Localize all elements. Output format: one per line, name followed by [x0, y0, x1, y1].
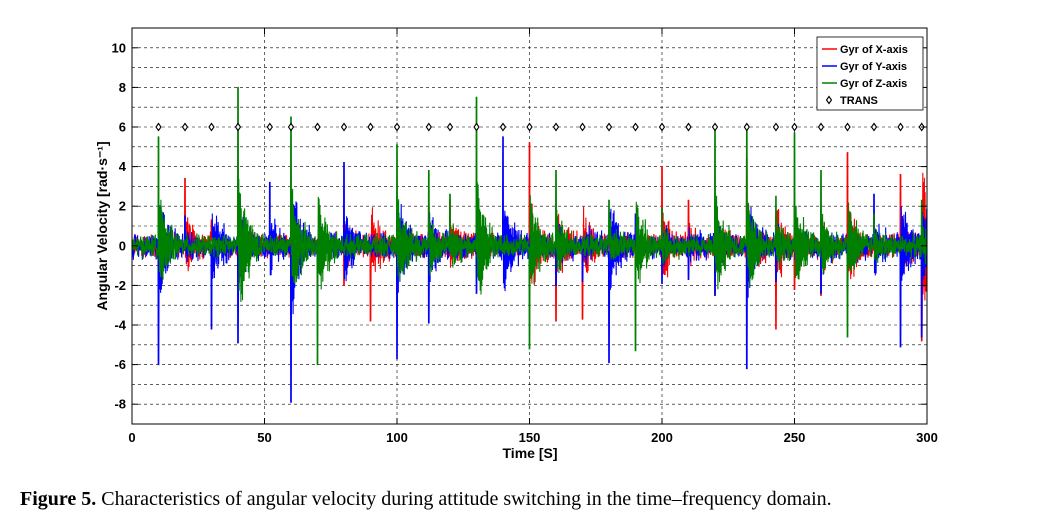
trans-marker — [181, 122, 189, 132]
trans-marker — [499, 122, 507, 132]
legend-label-4: TRANS — [840, 95, 878, 107]
legend-swatch-trans — [825, 95, 833, 105]
x-tick-label: 150 — [519, 430, 541, 445]
trans-markers — [155, 122, 925, 132]
trans-marker — [425, 122, 432, 132]
x-tick-label: 100 — [386, 430, 408, 445]
series-line-3 — [132, 86, 927, 366]
y-tick-label: -6 — [114, 357, 126, 372]
legend-label-3: Gyr of Z-axis — [840, 78, 907, 90]
x-tick-label: 50 — [257, 430, 271, 445]
axis-ticks: 0 50 100 150 200 250 300 -8 -6 -4 -2 0 2 4 6 8 10 — [112, 28, 938, 445]
trans-marker — [446, 122, 454, 132]
legend-label-2: Gyr of Y-axis — [840, 61, 907, 73]
trans-marker — [844, 122, 851, 132]
x-tick-label: 250 — [784, 430, 806, 445]
trans-marker — [685, 122, 692, 132]
legend-label-1: Gyr of X-axis — [840, 44, 908, 56]
trans-marker — [579, 122, 586, 132]
y-axis-label: Angular Velocity [rad·s⁻¹] — [94, 141, 110, 310]
trans-marker — [711, 122, 719, 132]
trans-marker — [287, 122, 295, 132]
trans-marker — [526, 122, 533, 132]
trans-marker — [817, 122, 825, 132]
trans-marker — [897, 122, 904, 132]
trans-marker — [473, 122, 480, 132]
x-tick-label: 200 — [651, 430, 673, 445]
y-tick-label: 8 — [119, 80, 126, 95]
trans-marker — [340, 122, 348, 132]
y-tick-label: -8 — [114, 397, 126, 412]
caption-label: Figure 5. — [20, 488, 97, 510]
y-tick-label: 4 — [119, 159, 127, 174]
trans-marker — [552, 122, 560, 132]
trans-marker — [605, 122, 613, 132]
legend: Gyr of X-axis Gyr of Y-axis Gyr of Z-axis T… — [816, 36, 924, 111]
caption-text: Characteristics of angular velocity duri… — [96, 488, 832, 510]
trans-marker — [155, 122, 162, 132]
y-tick-label: 6 — [119, 120, 126, 135]
trans-marker — [393, 122, 401, 132]
trans-marker — [234, 122, 242, 132]
trans-marker — [743, 122, 750, 132]
trans-marker — [772, 122, 780, 132]
trans-marker — [870, 122, 878, 132]
trans-marker — [791, 122, 798, 132]
trans-marker — [632, 122, 639, 132]
y-tick-label: 10 — [112, 40, 126, 55]
x-axis-label: Time [S] — [503, 445, 558, 461]
y-tick-label: 2 — [119, 199, 126, 214]
trans-marker — [367, 122, 374, 132]
x-tick-label: 0 — [128, 430, 135, 445]
y-tick-label: 0 — [119, 238, 126, 253]
trans-marker — [208, 122, 215, 132]
trans-marker — [314, 122, 321, 132]
trans-marker — [266, 122, 273, 132]
trans-marker — [658, 122, 666, 132]
x-tick-label: 300 — [916, 430, 938, 445]
series-layer — [132, 86, 927, 403]
y-tick-label: -4 — [114, 318, 126, 333]
figure-caption: Figure 5. Characteristics of angular vel… — [20, 488, 1030, 511]
y-tick-label: -2 — [114, 278, 126, 293]
